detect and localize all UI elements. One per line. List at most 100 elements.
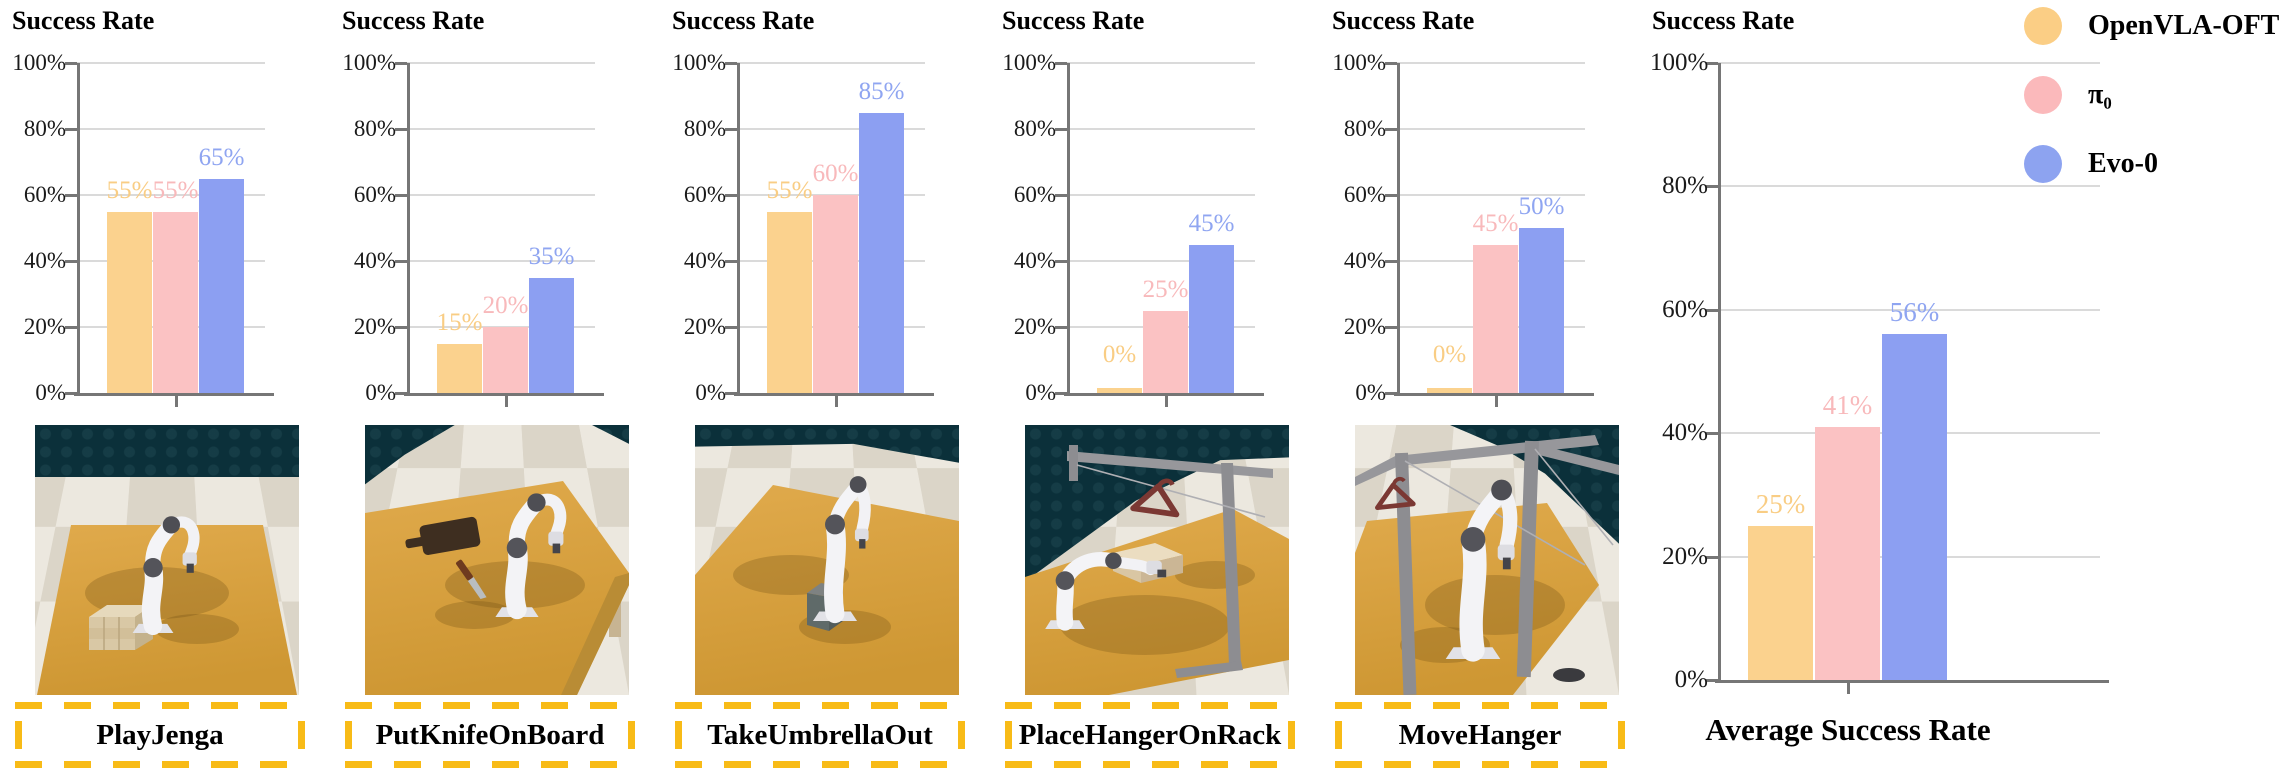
y-tick-label: 100%: [12, 50, 66, 75]
y-axis-tick: [725, 260, 737, 263]
gridline: [407, 194, 595, 196]
y-tick-label: 20%: [23, 314, 66, 339]
y-tick-label: 0%: [35, 380, 66, 405]
dashed-border: [1335, 721, 1342, 749]
y-axis-tick: [1055, 392, 1067, 395]
bar-value-label: 56%: [1889, 297, 1940, 328]
bar-OpenVLA-OFT: [1097, 388, 1142, 393]
y-axis-tick: [1385, 392, 1397, 395]
gridline: [1718, 185, 2100, 188]
y-axis-tick: [65, 260, 77, 263]
legend-swatch-pi0: [2024, 76, 2062, 114]
task-name: TakeUmbrellaOut: [707, 718, 933, 751]
y-tick-label: 40%: [1343, 248, 1386, 273]
dashed-border: [345, 761, 635, 768]
x-axis-line: [1394, 393, 1594, 396]
y-axis-tick: [65, 326, 77, 329]
bar-value-label: 25%: [1755, 488, 1806, 519]
gridline: [77, 194, 265, 196]
legend-item-openvla-oft: OpenVLA-OFT: [2024, 4, 2279, 48]
y-tick-label: 100%: [672, 50, 726, 75]
bar-π₀: [483, 327, 528, 393]
y-axis-tick: [1055, 128, 1067, 131]
bar-value-label: 25%: [1142, 275, 1189, 303]
y-tick-label: 80%: [23, 116, 66, 141]
y-tick-label: 0%: [1674, 666, 1708, 693]
y-axis-tick: [65, 62, 77, 65]
bar-π₀: [1815, 427, 1880, 680]
task-name: PutKnifeOnBoard: [375, 718, 605, 751]
y-tick-label: 80%: [1343, 116, 1386, 141]
bar-value-label: 15%: [436, 308, 483, 336]
gridline: [77, 62, 265, 64]
x-axis-line: [1064, 393, 1264, 396]
bar-value-label: 55%: [152, 176, 199, 204]
dashed-border: [1005, 761, 1295, 768]
bar-value-label: 60%: [812, 160, 859, 187]
gridline: [737, 62, 925, 64]
bar-OpenVLA-OFT: [1748, 525, 1813, 680]
gridline: [1397, 194, 1585, 196]
y-tick-label: 60%: [353, 182, 396, 207]
chart-title: Success Rate: [1652, 6, 1795, 35]
bar-π₀: [813, 195, 858, 393]
y-axis-line: [1397, 63, 1400, 395]
x-axis-tick: [1846, 683, 1850, 694]
legend-label: OpenVLA-OFT: [2088, 10, 2280, 41]
bar-Evo-0: [1882, 334, 1947, 680]
bar-OpenVLA-OFT: [107, 211, 152, 393]
task-column-putknifeonboard: Success Rate 100% 80% 60% 40% 20% 0% 15% 20% 35%: [340, 0, 638, 776]
bar-value-label: 50%: [1518, 193, 1565, 220]
y-axis-tick: [395, 62, 407, 65]
y-tick-label: 80%: [1013, 116, 1056, 141]
bar-π₀: [1473, 244, 1518, 393]
task-column-playjenga: Success Rate 100% 80% 60% 40% 20% 0% 55% 55% 65%…: [10, 0, 308, 776]
bar-OpenVLA-OFT: [437, 343, 482, 393]
y-axis-tick: [395, 392, 407, 395]
dashed-border: [675, 721, 682, 749]
task-name: PlaceHangerOnRack: [1018, 718, 1282, 751]
dashed-border: [15, 702, 305, 709]
y-axis-tick: [1706, 679, 1718, 682]
dashed-border: [15, 721, 22, 749]
scene-art: [695, 425, 959, 695]
y-tick-label: 100%: [1002, 50, 1056, 75]
bar-value-label: 85%: [858, 77, 905, 105]
y-tick-label: 100%: [1650, 49, 1709, 76]
scene-art: [365, 481, 629, 695]
bar-Evo-0: [859, 112, 904, 393]
average-chart-xlabel: Average Success Rate: [1705, 712, 1991, 747]
y-axis-tick: [1385, 194, 1397, 197]
dashed-border: [1288, 721, 1295, 749]
task-label-box: MoveHanger: [1335, 702, 1625, 768]
y-axis-line: [1718, 63, 1721, 682]
y-tick-label: 0%: [1355, 380, 1386, 405]
y-tick-label: 40%: [1662, 419, 1708, 447]
gridline: [407, 128, 595, 130]
bar-value-label: 20%: [482, 292, 529, 319]
scene-image-placehangeronrack: [1025, 425, 1289, 695]
dashed-border: [15, 761, 305, 768]
y-tick-label: 60%: [23, 182, 66, 207]
bar-π₀: [153, 211, 198, 393]
y-axis-tick: [1706, 62, 1718, 65]
y-tick-label: 40%: [1013, 248, 1056, 273]
y-tick-label: 0%: [1025, 380, 1056, 405]
y-tick-label: 40%: [353, 248, 396, 273]
y-tick-label: 20%: [1343, 314, 1386, 339]
y-axis-tick: [65, 194, 77, 197]
y-tick-label: 60%: [1343, 182, 1386, 207]
task-label-box: PlayJenga: [15, 702, 305, 768]
legend-item-evo-0: Evo-0: [2024, 142, 2158, 186]
gridline: [1397, 128, 1585, 130]
bar-Evo-0: [1519, 228, 1564, 393]
y-axis-tick: [1055, 260, 1067, 263]
bar-value-label: 41%: [1822, 390, 1873, 421]
gridline: [407, 260, 595, 262]
y-axis-tick: [395, 194, 407, 197]
y-axis-tick: [395, 128, 407, 131]
bar-π₀: [1143, 310, 1188, 393]
y-axis-line: [1067, 63, 1070, 395]
dashed-border: [1335, 761, 1625, 768]
